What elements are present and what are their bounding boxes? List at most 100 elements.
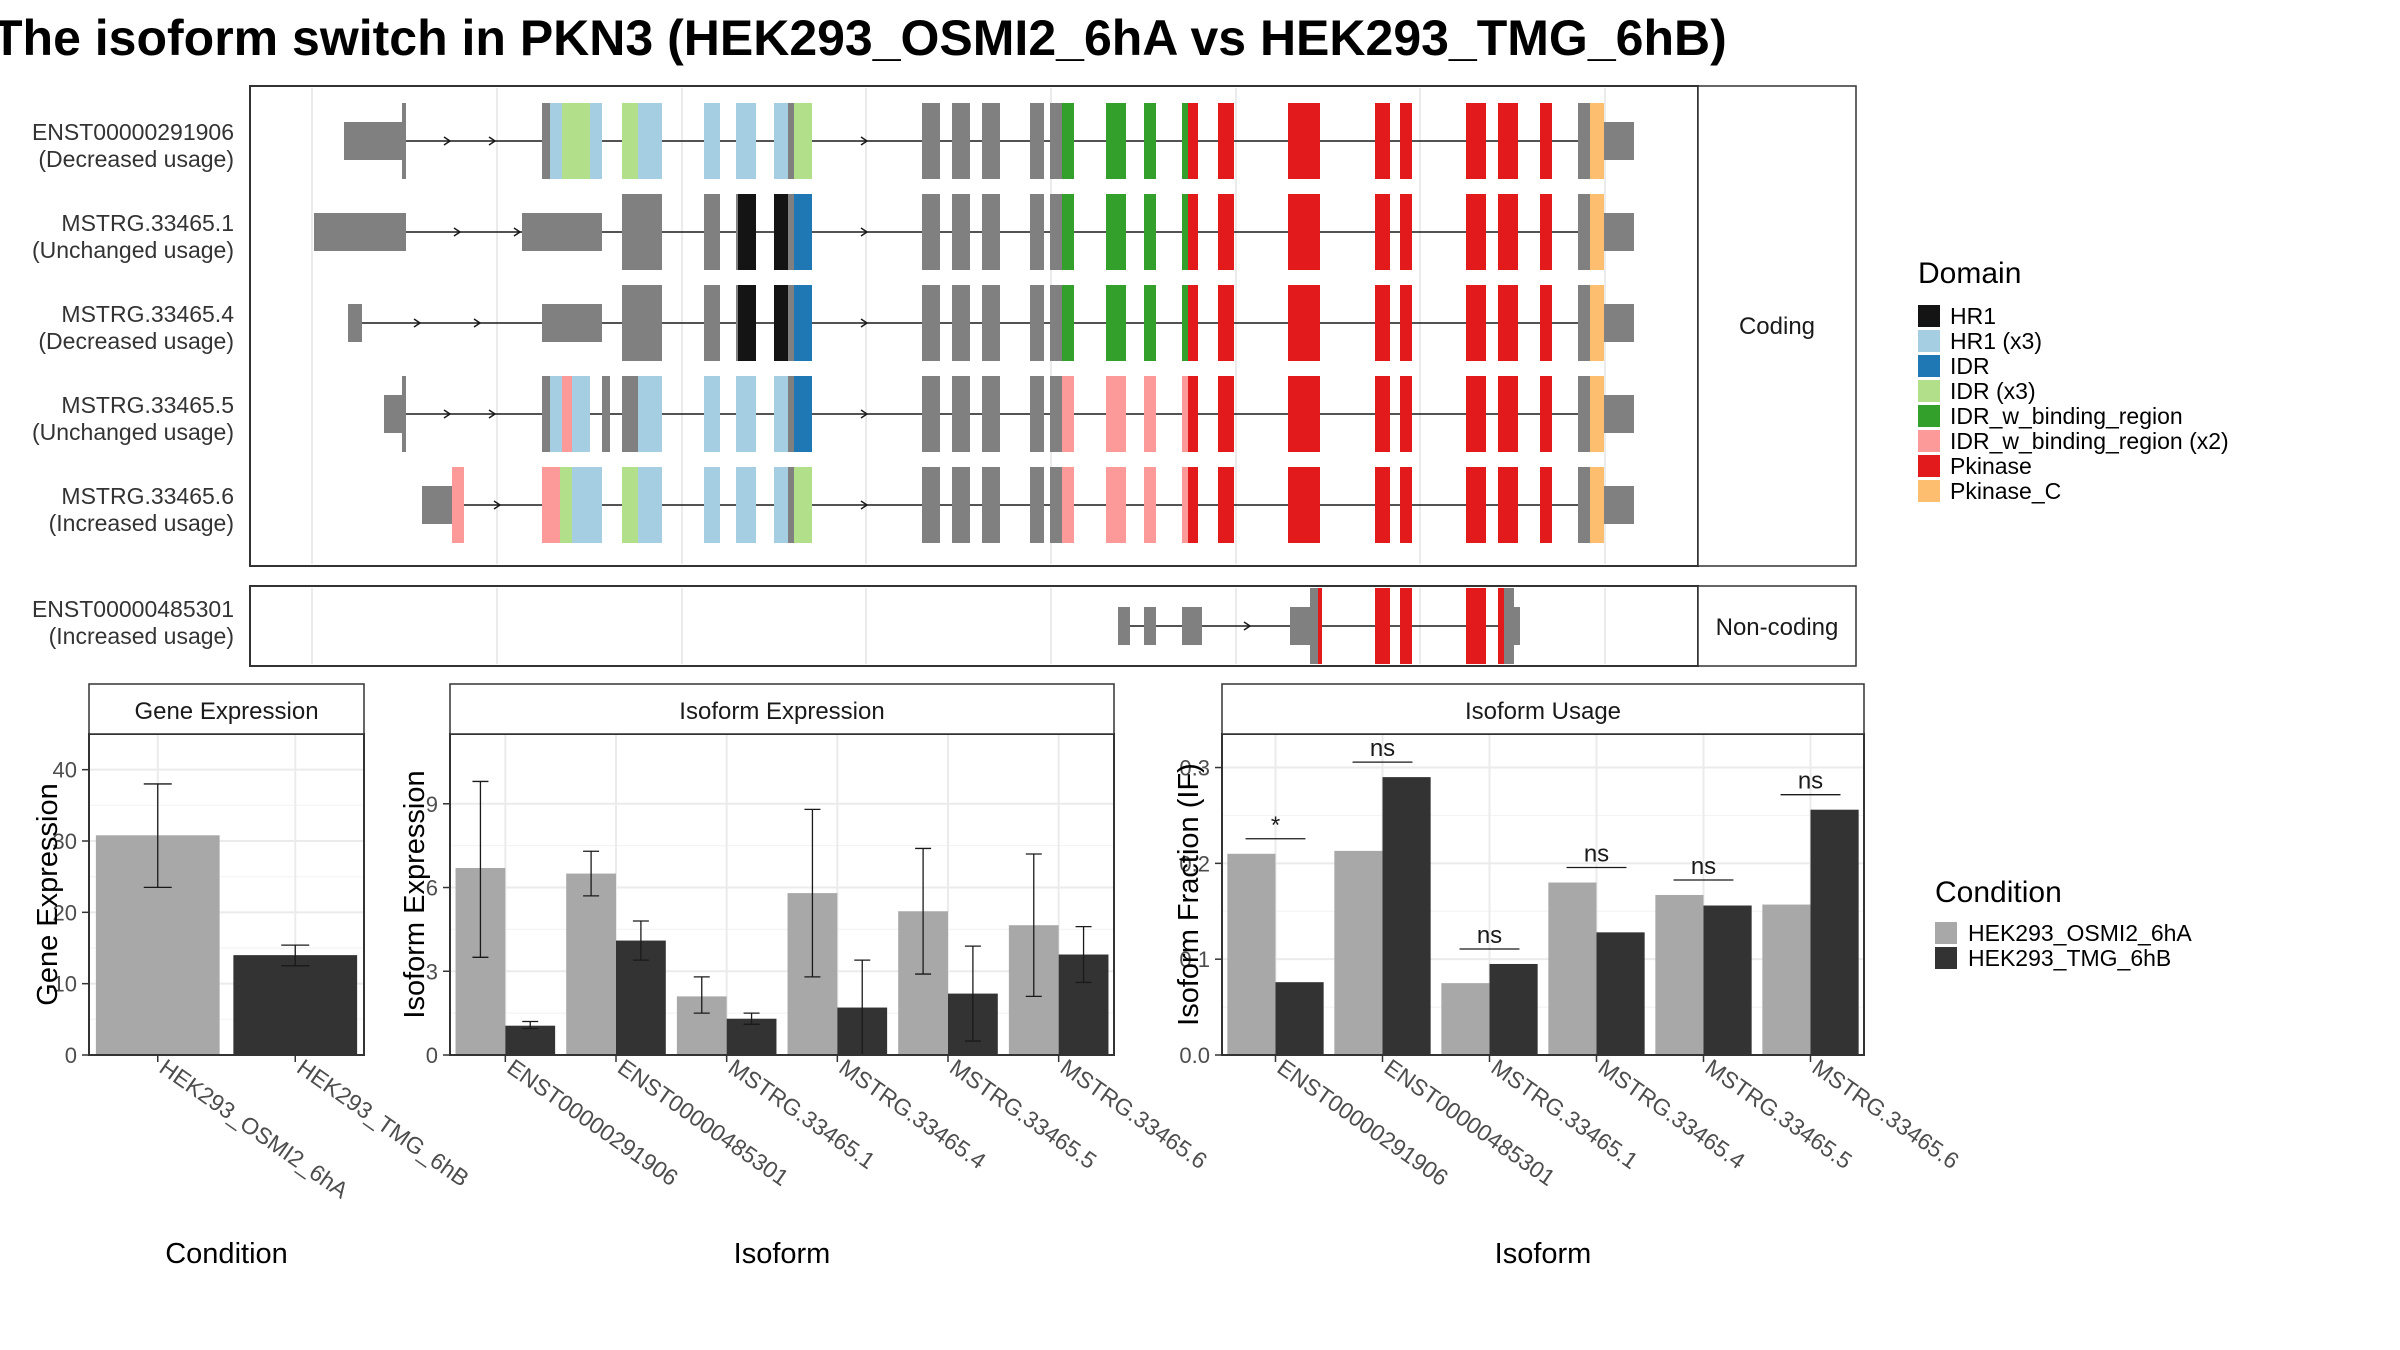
facet-strip — [1221, 683, 1865, 735]
exon-segment — [638, 467, 662, 543]
exon-segment — [794, 467, 812, 543]
exon-segment — [1288, 285, 1320, 361]
exon-segment — [774, 467, 788, 543]
significance-label: ns — [1477, 922, 1502, 949]
exon-segment — [704, 285, 720, 361]
isoform-label-id: ENST00000291906 — [32, 119, 234, 145]
y-tick-label: 6 — [426, 876, 438, 901]
exon-segment — [704, 467, 720, 543]
exon-segment — [1466, 194, 1486, 270]
exon-segment — [774, 194, 788, 270]
exon-segment — [622, 467, 638, 543]
direction-arrow — [860, 500, 869, 510]
bar — [1548, 882, 1597, 1055]
legend-label: IDR (x3) — [1950, 378, 2036, 404]
exon-segment — [1288, 194, 1320, 270]
exon-segment — [422, 486, 452, 524]
exon-segment — [602, 376, 610, 452]
legend-key-pkinase — [1918, 455, 1940, 477]
noncoding-strip-label: Non-coding — [1716, 614, 1839, 641]
exon-segment — [1188, 285, 1198, 361]
exon-segment — [1604, 304, 1634, 342]
exon-segment — [982, 194, 1000, 270]
legend-key-cond1 — [1935, 922, 1957, 944]
exon-segment — [560, 467, 572, 543]
exon-segment — [952, 376, 970, 452]
exon-segment — [1218, 194, 1234, 270]
exon-segment — [1498, 588, 1504, 664]
exon-segment — [1540, 103, 1552, 179]
legend-key-pkinase-c — [1918, 480, 1940, 502]
isoform-label-id: MSTRG.33465.1 — [61, 210, 234, 236]
legend-key-idr-binding — [1918, 405, 1940, 427]
isoform-label-usage: (Unchanged usage) — [32, 237, 234, 263]
facet-strip — [449, 683, 1115, 735]
transcript-track — [422, 467, 1634, 543]
exon-segment — [1466, 285, 1486, 361]
y-tick-label: 9 — [426, 792, 438, 817]
exon-segment — [348, 304, 362, 342]
y-axis-title: Isoform Fraction (IF) — [1173, 763, 1205, 1026]
exon-segment — [1290, 607, 1310, 645]
exon-segment — [1106, 103, 1126, 179]
exon-segment — [314, 213, 406, 251]
bar — [1703, 905, 1752, 1055]
exon-segment — [922, 467, 940, 543]
exon-segment — [1144, 467, 1156, 543]
exon-segment — [1604, 395, 1634, 433]
exon-segment — [1318, 588, 1322, 664]
exon-segment — [1400, 194, 1412, 270]
exon-segment — [1578, 376, 1590, 452]
exon-segment — [1498, 285, 1518, 361]
exon-segment — [794, 194, 812, 270]
exon-segment — [1062, 285, 1074, 361]
exon-segment — [794, 376, 812, 452]
y-tick-label: 0.2 — [1179, 851, 1210, 876]
exon-segment — [1182, 607, 1202, 645]
exon-segment — [452, 467, 464, 543]
exon-segment — [1466, 588, 1486, 664]
exon-segment — [774, 103, 788, 179]
coding-transcript-tracks — [314, 103, 1634, 543]
exon-segment — [1466, 103, 1486, 179]
bar — [1382, 777, 1431, 1055]
exon-segment — [982, 285, 1000, 361]
exon-segment — [1050, 194, 1062, 270]
legend-label: HEK293_OSMI2_6hA — [1968, 920, 2192, 946]
significance-label: ns — [1370, 735, 1395, 762]
exon-segment — [952, 467, 970, 543]
exon-segment — [1375, 194, 1390, 270]
exon-segment — [1182, 103, 1188, 179]
exon-segment — [1062, 467, 1074, 543]
legend-label: IDR — [1950, 353, 1990, 379]
exon-segment — [1540, 194, 1552, 270]
coding-strip-label: Coding — [1739, 313, 1815, 340]
exon-segment — [794, 103, 812, 179]
condition-legend: Condition HEK293_OSMI2_6hA HEK293_TMG_6h… — [1935, 876, 2192, 971]
exon-segment — [1218, 285, 1234, 361]
exon-segment — [704, 103, 720, 179]
exon-segment — [1400, 376, 1412, 452]
legend-label: HR1 — [1950, 303, 1996, 329]
exon-segment — [402, 376, 406, 452]
transcript-track — [314, 194, 1634, 270]
legend-label: IDR_w_binding_region — [1950, 403, 2183, 429]
exon-segment — [982, 467, 1000, 543]
exon-segment — [1050, 467, 1062, 543]
noncoding-panel-grid — [311, 588, 1606, 664]
domain-legend-title: Domain — [1918, 257, 2021, 290]
transcript-track — [1118, 588, 1520, 664]
direction-arrow — [860, 318, 869, 328]
exon-segment — [1400, 285, 1412, 361]
bar — [1762, 904, 1811, 1055]
isoform-label-id: MSTRG.33465.5 — [61, 392, 234, 418]
exon-segment — [922, 376, 940, 452]
exon-segment — [1498, 467, 1518, 543]
exon-segment — [638, 103, 662, 179]
exon-segment — [1182, 376, 1188, 452]
isoform-label-usage: (Increased usage) — [49, 623, 234, 649]
exon-segment — [1590, 376, 1604, 452]
exon-segment — [982, 376, 1000, 452]
transcript-track — [384, 376, 1634, 452]
